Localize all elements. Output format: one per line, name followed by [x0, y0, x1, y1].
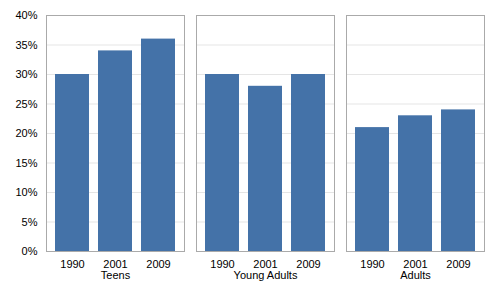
svg-text:2001: 2001: [253, 258, 277, 270]
svg-text:2009: 2009: [446, 258, 470, 270]
svg-text:2001: 2001: [403, 258, 427, 270]
svg-text:Teens: Teens: [101, 269, 131, 281]
svg-text:40%: 40%: [15, 9, 37, 21]
svg-text:0%: 0%: [22, 245, 38, 257]
svg-text:2009: 2009: [146, 258, 170, 270]
svg-text:20%: 20%: [15, 127, 37, 139]
svg-text:35%: 35%: [15, 39, 37, 51]
svg-text:1990: 1990: [60, 258, 84, 270]
svg-text:25%: 25%: [15, 98, 37, 110]
svg-text:10%: 10%: [15, 186, 37, 198]
svg-text:2009: 2009: [296, 258, 320, 270]
svg-text:5%: 5%: [22, 216, 38, 228]
svg-text:2001: 2001: [103, 258, 127, 270]
svg-text:15%: 15%: [15, 157, 37, 169]
svg-text:30%: 30%: [15, 68, 37, 80]
svg-text:Adults: Adults: [400, 269, 431, 281]
svg-text:Young Adults: Young Adults: [234, 269, 298, 281]
svg-text:1990: 1990: [360, 258, 384, 270]
svg-text:1990: 1990: [210, 258, 234, 270]
